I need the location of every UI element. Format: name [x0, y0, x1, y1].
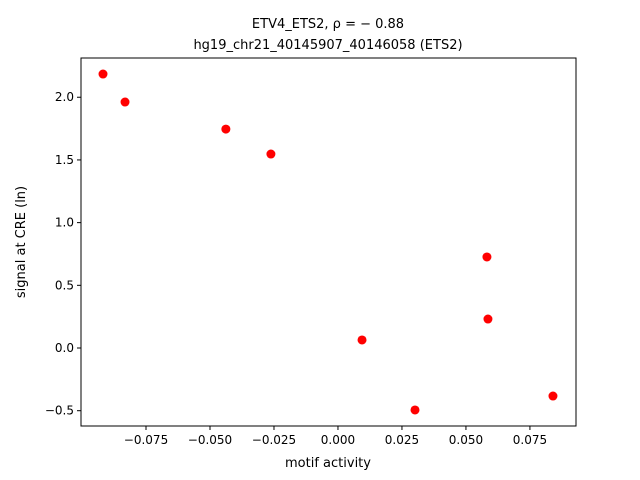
x-tick-label: 0.000 [321, 433, 355, 447]
x-tick-label: −0.075 [124, 433, 168, 447]
x-tick-label: 0.050 [449, 433, 483, 447]
y-axis-label: signal at CRE (ln) [14, 186, 29, 298]
point [120, 97, 130, 107]
x-tick-label: 0.075 [513, 433, 547, 447]
point [357, 335, 367, 345]
point [548, 391, 558, 401]
point [221, 124, 231, 134]
x-tick-label: −0.025 [252, 433, 296, 447]
x-tick-label: 0.025 [385, 433, 419, 447]
point [410, 405, 420, 415]
y-tick-label: 0.5 [55, 278, 74, 292]
y-tick-label: 1.5 [55, 153, 74, 167]
x-axis-label: motif activity [285, 456, 371, 471]
x-tick-label: −0.050 [188, 433, 232, 447]
y-tick-label: 1.0 [55, 216, 74, 230]
point [482, 252, 492, 262]
plot-frame [80, 57, 577, 427]
y-tick-label: 0.0 [55, 341, 74, 355]
y-tick-label: 2.0 [55, 90, 74, 104]
y-tick-label: −0.5 [45, 404, 74, 418]
point [98, 69, 108, 79]
chart-subtitle: hg19_chr21_40145907_40146058 (ETS2) [193, 38, 462, 53]
point [483, 314, 493, 324]
chart-title: ETV4_ETS2, ρ = − 0.88 [252, 17, 404, 32]
point [266, 149, 276, 159]
